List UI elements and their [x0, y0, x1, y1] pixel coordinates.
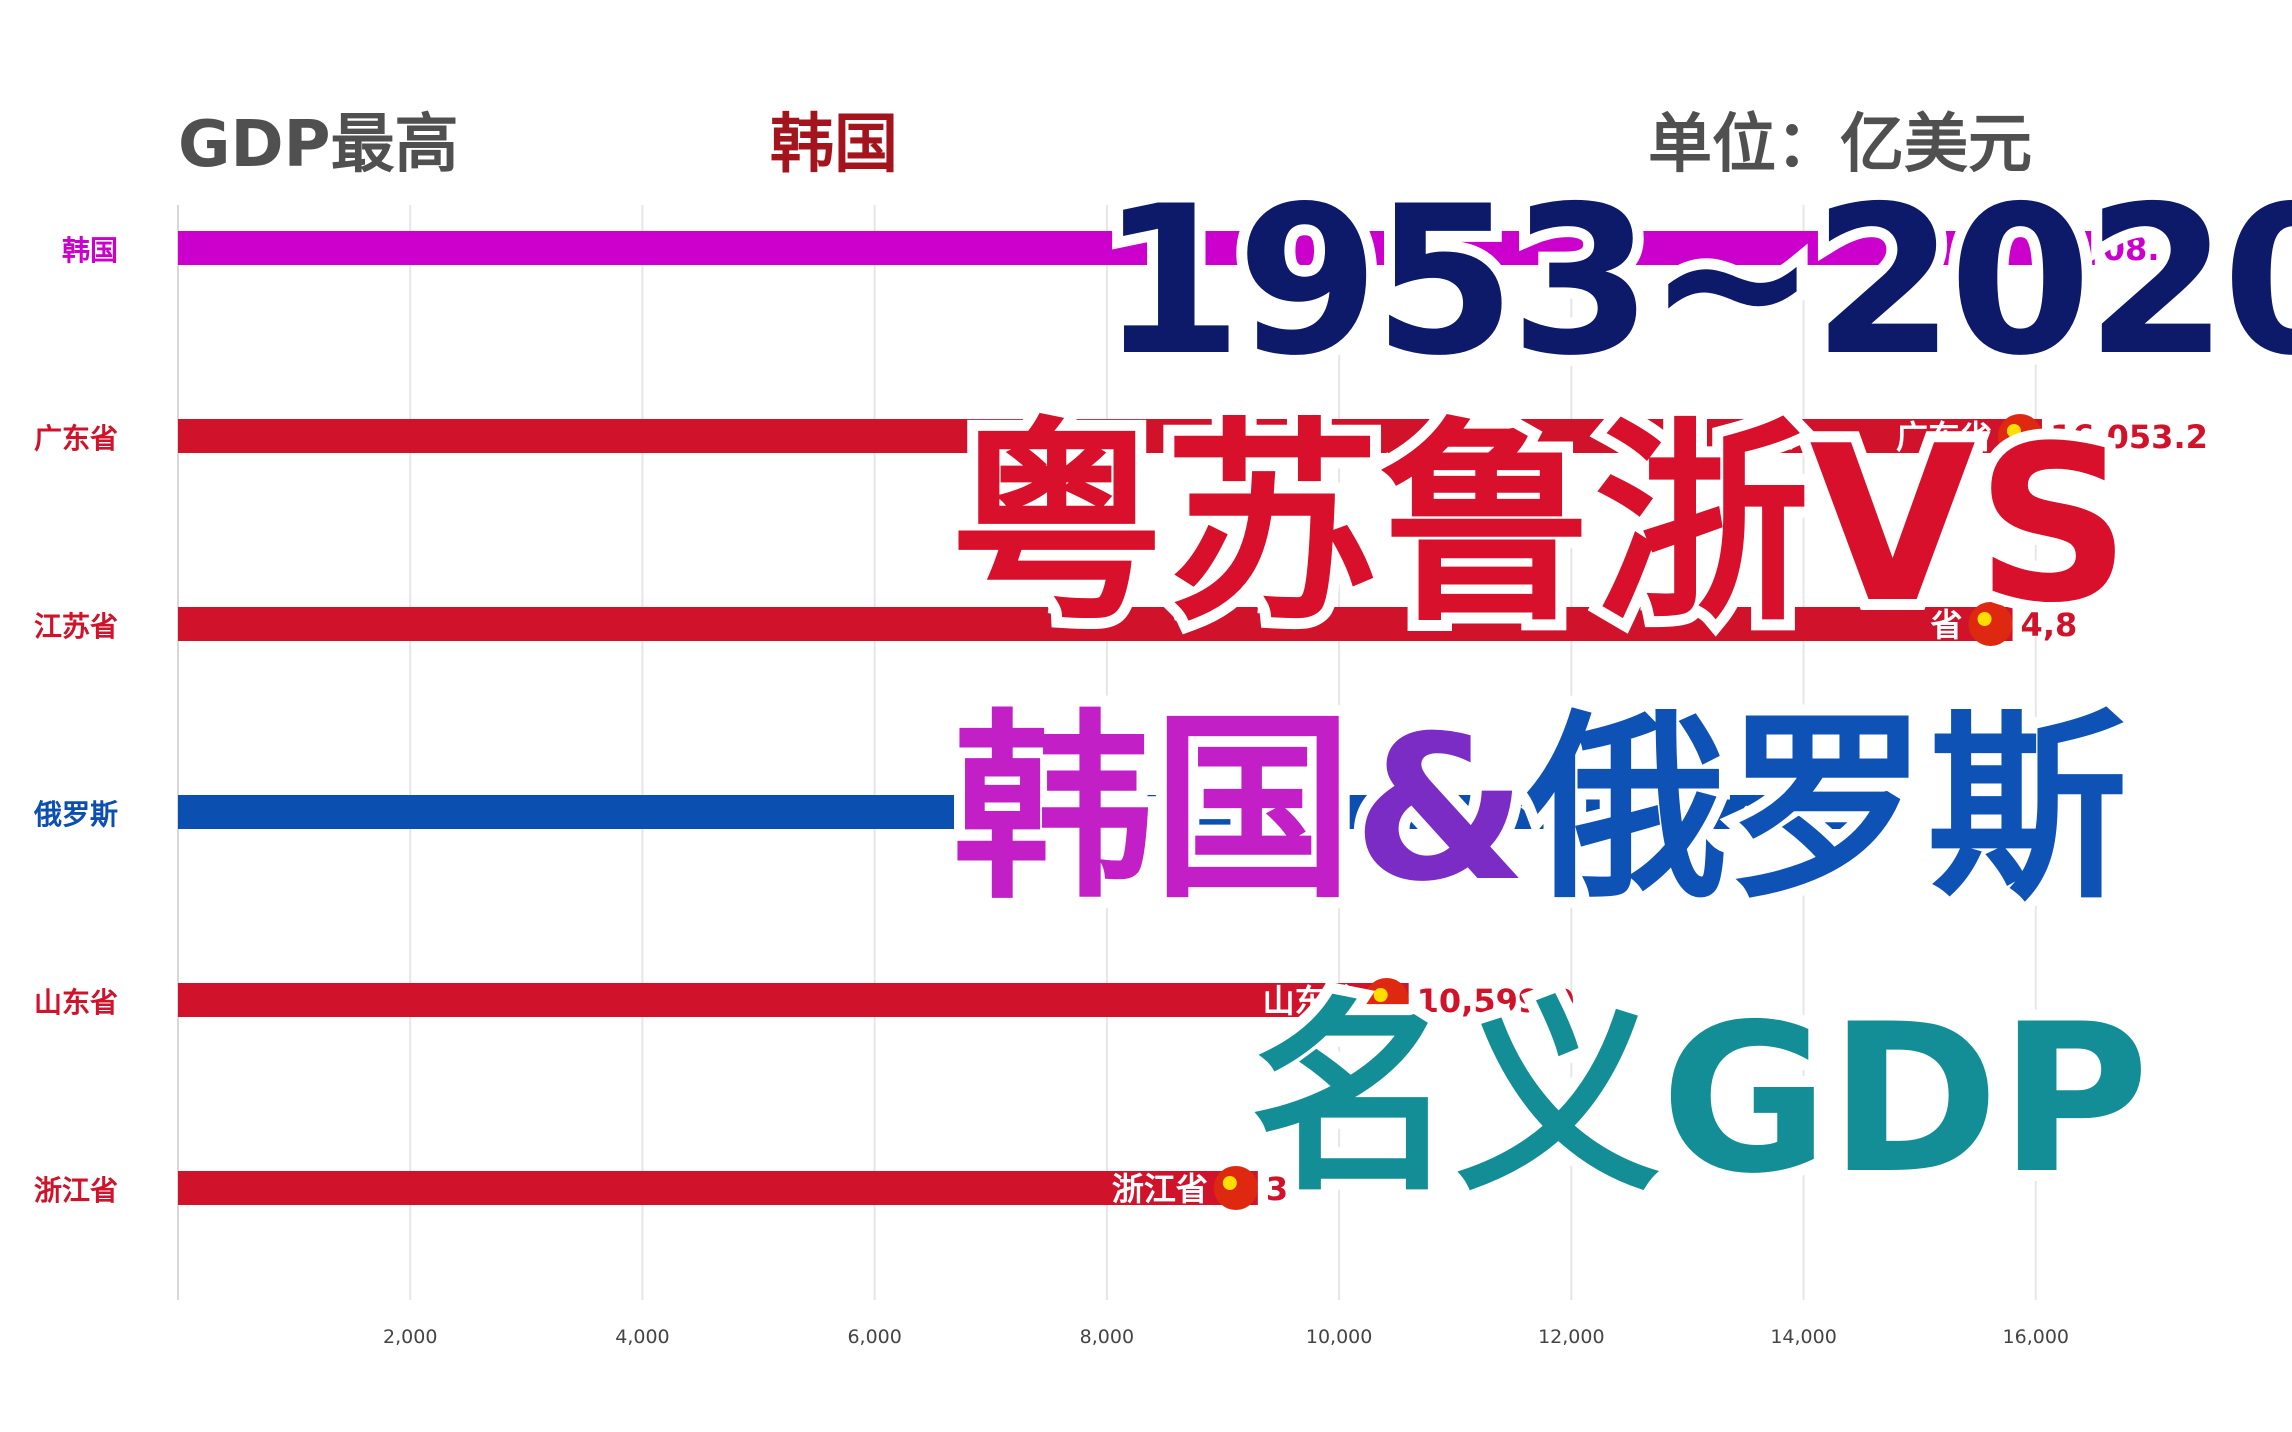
bar-value-label: 3 [1266, 1170, 1288, 1208]
overlay-title-years: 1953~2020 [1089, 161, 2292, 403]
x-tick-label: 4,000 [615, 1326, 669, 1348]
overlay-title-russia: 俄罗斯 [1516, 689, 2138, 931]
overlay-title-countries: 韩国&俄罗斯 [880, 689, 2200, 931]
china-flag-icon [1968, 602, 2013, 646]
chart-header-label: GDP最高 [178, 108, 459, 182]
category-label: 浙江省 [34, 1174, 118, 1207]
flag-star-icon [1222, 1176, 1237, 1190]
china-flag-icon [1364, 978, 1409, 1022]
current-leader: 韩国 [770, 108, 898, 182]
category-label: 山东省 [34, 986, 118, 1019]
category-label: 江苏省 [34, 610, 118, 643]
unit-label: 单位：亿美元 [1648, 108, 2032, 182]
x-tick-label: 16,000 [2003, 1326, 2069, 1348]
x-tick-label: 14,000 [1770, 1326, 1836, 1348]
bar-inline-label: 广东省 [1896, 418, 1992, 456]
overlay-title-ampersand: & [1342, 689, 1538, 931]
overlay-title-korea: 韩国 [942, 689, 1364, 931]
category-label: 广东省 [34, 422, 118, 455]
bar-value-label: 16,053.2 [2050, 418, 2208, 456]
x-tick-label: 8,000 [1080, 1326, 1134, 1348]
flag-star-icon [2006, 424, 2021, 438]
flag-star-icon [1977, 612, 1992, 626]
china-flag-icon [1213, 1166, 1258, 1210]
bar [178, 983, 1409, 1017]
category-label: 韩国 [62, 234, 118, 267]
category-label: 俄罗斯 [33, 798, 118, 831]
bar [178, 1171, 1258, 1205]
overlay-title-gdp: 名义GDP [1240, 974, 2161, 1226]
china-flag-icon [1997, 414, 2042, 458]
x-tick-label: 10,000 [1306, 1326, 1372, 1348]
bar-value-label: 4,8 [2021, 606, 2078, 644]
x-tick-label: 12,000 [1538, 1326, 1604, 1348]
bar-inline-label: 省 [1931, 606, 1963, 644]
bar [178, 419, 2042, 453]
bar [178, 607, 2013, 641]
flag-star-icon [1373, 988, 1388, 1002]
bar-inline-label: 浙江省 [1112, 1170, 1208, 1208]
bar [178, 231, 2095, 265]
bar-value-label: 10,599.0 [1417, 982, 1575, 1020]
x-tick-label: 6,000 [847, 1326, 901, 1348]
x-tick-label: 2,000 [383, 1326, 437, 1348]
bar [178, 795, 1897, 829]
bar-inline-label: 山东省 [1263, 982, 1359, 1020]
overlay-title-provinces: 粤苏鲁浙VS [938, 399, 2141, 651]
bar-value-label: 08.2 [2103, 230, 2182, 268]
